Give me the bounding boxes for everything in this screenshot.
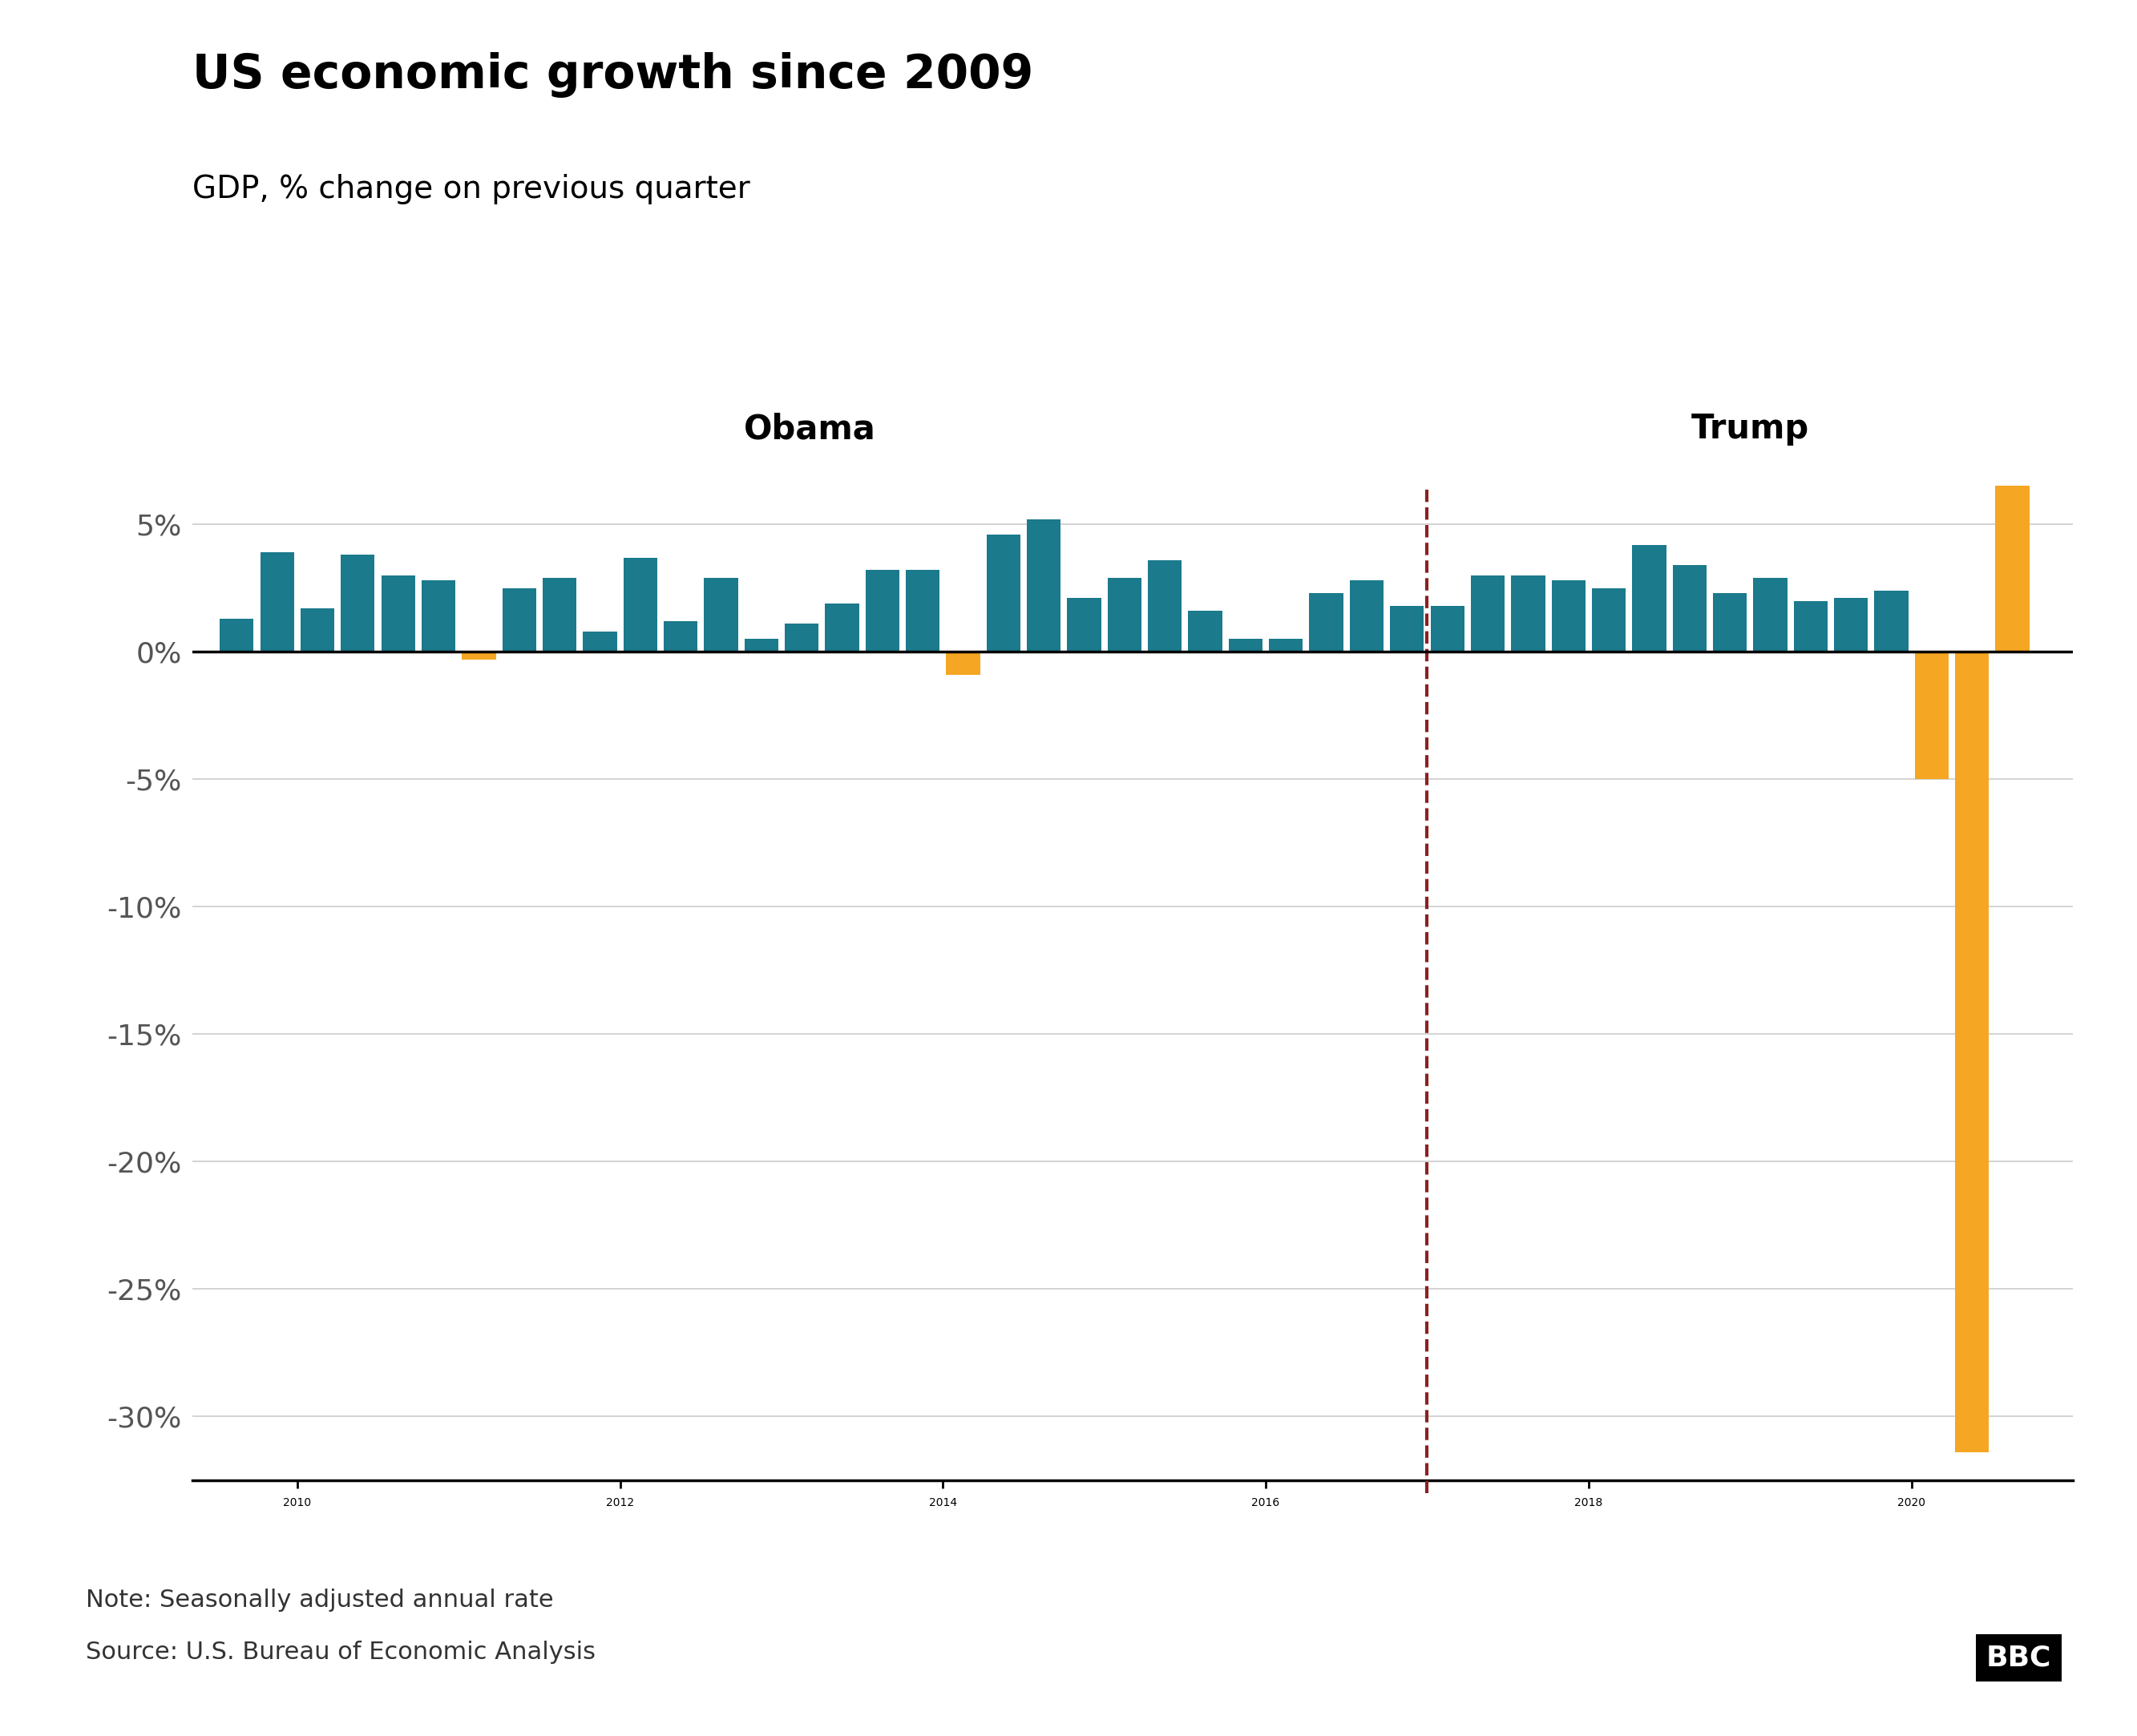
Bar <box>624 557 658 651</box>
Bar <box>665 621 697 651</box>
Bar <box>1714 594 1746 651</box>
Text: Source: U.S. Bureau of Economic Analysis: Source: U.S. Bureau of Economic Analysis <box>85 1641 596 1663</box>
Bar <box>301 608 333 651</box>
Bar <box>1592 589 1626 651</box>
Bar <box>1188 611 1222 651</box>
Bar <box>220 618 254 651</box>
Bar <box>1834 599 1868 651</box>
Bar <box>1066 599 1101 651</box>
Bar <box>906 569 940 651</box>
Bar <box>1148 561 1182 651</box>
Bar <box>1996 0 2030 651</box>
Text: Trump: Trump <box>1690 411 1810 446</box>
Bar <box>1269 639 1304 651</box>
Bar <box>947 651 981 675</box>
Bar <box>583 632 618 651</box>
Bar <box>1874 590 1908 651</box>
Bar <box>1551 580 1586 651</box>
Bar <box>502 589 536 651</box>
Bar <box>1107 578 1141 651</box>
Text: BBC: BBC <box>1985 1644 2052 1672</box>
Bar <box>1955 651 1990 1453</box>
Bar <box>380 575 415 651</box>
Text: US economic growth since 2009: US economic growth since 2009 <box>192 52 1034 97</box>
Bar <box>1430 606 1464 651</box>
Bar <box>744 639 778 651</box>
Bar <box>865 569 900 651</box>
Text: Note: Seasonally adjusted annual rate: Note: Seasonally adjusted annual rate <box>85 1588 553 1611</box>
Bar <box>1915 651 1949 779</box>
Text: GDP, % change on previous quarter: GDP, % change on previous quarter <box>192 174 750 205</box>
Bar <box>1310 594 1344 651</box>
Bar <box>987 535 1021 651</box>
Bar <box>1633 545 1667 651</box>
Bar <box>1673 566 1707 651</box>
Bar <box>1389 606 1423 651</box>
Bar <box>784 623 818 651</box>
Bar <box>703 578 737 651</box>
Bar <box>1229 639 1263 651</box>
Bar <box>1511 575 1545 651</box>
Bar <box>340 556 374 651</box>
Bar <box>543 578 577 651</box>
Bar <box>1351 580 1383 651</box>
Bar <box>462 651 496 660</box>
Bar <box>1752 578 1787 651</box>
Bar <box>421 580 455 651</box>
Bar <box>1028 519 1060 651</box>
Text: Obama: Obama <box>744 411 876 446</box>
Bar <box>261 552 295 651</box>
Bar <box>1793 601 1827 651</box>
Bar <box>1470 575 1504 651</box>
Bar <box>825 604 859 651</box>
